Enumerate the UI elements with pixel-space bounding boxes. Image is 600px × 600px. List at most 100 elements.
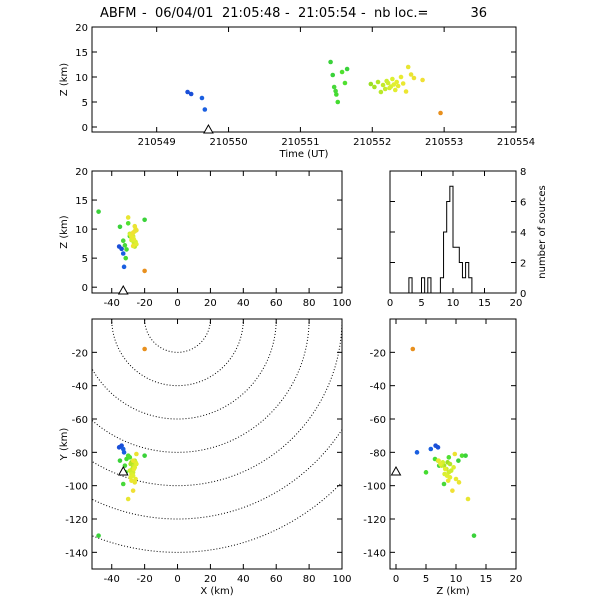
time_alt-ylabel: Z (km) [59, 63, 70, 96]
zy-ytick-label: -40 [370, 382, 386, 393]
title-count-value: 36 [470, 6, 487, 21]
xy-source-point [117, 458, 123, 463]
time_alt-source-point [385, 80, 391, 86]
time_alt-source-point [202, 107, 208, 112]
time_alt-source-point [390, 76, 395, 82]
time_alt-source-point [395, 83, 401, 89]
time_alt-source-point [342, 80, 348, 86]
xz-source-point [120, 251, 126, 256]
time_alt-source-point [331, 84, 337, 90]
time_alt-source-point [380, 82, 386, 88]
time_alt-source-point [335, 99, 341, 105]
zy-source-point [445, 478, 451, 483]
time_alt-source-point [392, 87, 398, 93]
time_alt-station-marker [203, 123, 214, 134]
xy-source-point [130, 488, 136, 493]
zy-ytick-label: -20 [370, 348, 386, 359]
xy-frame [91, 318, 343, 570]
zy-source-point [465, 496, 471, 502]
time_alt-xtick-label: 210550 [209, 137, 247, 148]
histogram-steps [390, 185, 516, 294]
xy-xtick-label: 20 [204, 574, 217, 585]
xz-source-point [130, 243, 136, 249]
zy-source-point [453, 476, 459, 482]
time_alt-xtick-label: 210552 [353, 137, 391, 148]
xy-ytick-label: -100 [65, 482, 88, 493]
xz-source-point [120, 238, 126, 244]
zy-ytick-label: -100 [363, 482, 386, 493]
xy-source-point [131, 466, 137, 472]
histogram-ytick-label: 6 [520, 198, 526, 209]
xz-source-point [132, 223, 138, 229]
time_alt-source-point [372, 84, 377, 90]
time_alt-ytick-label: 10 [75, 73, 88, 84]
xy-xtick-label: 80 [303, 574, 316, 585]
xy-station-marker [117, 465, 129, 476]
xy-source-point [142, 346, 147, 352]
xy-source-point [134, 451, 139, 457]
time_alt-source-point [408, 72, 414, 77]
histogram-ytick-label: 8 [520, 167, 526, 178]
time_alt-xtick-label: 210554 [497, 137, 535, 148]
range-ring [92, 319, 310, 453]
xy-xtick-label: -20 [136, 574, 152, 585]
zy-ytick-label: -140 [363, 548, 386, 559]
time_alt-source-point [394, 79, 400, 85]
histogram-xtick-label: 0 [387, 298, 393, 309]
xz-source-point [129, 234, 134, 239]
zy-panel: 0 5 10 15 20 -140 -120 -100 -80 -60 -40 -20 Z (km) [363, 318, 523, 597]
time_alt-ytick-label: 5 [82, 98, 88, 109]
xz-source-point [122, 243, 128, 248]
time_alt-ytick-label: 0 [82, 123, 88, 134]
xz-ytick-label: 20 [75, 167, 88, 178]
xy-source-point [130, 458, 136, 463]
time_alt-source-point [411, 75, 417, 81]
zy-xtick-label: 15 [480, 574, 493, 585]
xz-panel: -40 -20 0 20 40 60 80 100 0 5 10 15 20 Z (km) [59, 167, 352, 309]
title-count-label: nb loc.= [374, 6, 428, 21]
xy-source-point [120, 481, 126, 487]
xz-xtick-label: -20 [136, 298, 152, 309]
zy-xtick-label: 20 [510, 574, 523, 585]
range-ring [144, 319, 211, 353]
xy-panel: -40 -20 0 20 40 60 80 100 -140 -120 -100 -80 -60 -40 -… [59, 318, 352, 597]
zy-source-point [423, 470, 429, 475]
xy-source-point [121, 450, 127, 455]
zy-source-point [447, 461, 453, 467]
plot-panels: 210549 210550 210551 210552 210553 2105540510… [59, 23, 548, 597]
xy-ytick-label: -40 [72, 382, 88, 393]
xy-source-point [132, 480, 138, 485]
xy-ytick-label: -120 [65, 515, 88, 526]
zy-xtick-label: 5 [423, 574, 429, 585]
svg-text:-: - [142, 6, 147, 21]
time_alt-source-point [368, 81, 374, 87]
xz-source-point [142, 217, 147, 223]
time_alt-frame [91, 26, 517, 133]
xz-source-point [96, 209, 101, 214]
histogram-xtick-label: 20 [510, 298, 523, 309]
xz-ytick-label: 5 [82, 254, 88, 265]
range-ring [111, 319, 244, 387]
xz-xtick-label: -40 [104, 298, 120, 309]
histogram-xtick-label: 5 [418, 298, 424, 309]
title-prefix: ABFM [100, 6, 137, 21]
time_alt-xtick-label: 210549 [138, 137, 176, 148]
time_alt-xlabel: Time (UT) [279, 149, 329, 160]
xz-source-point [125, 215, 131, 220]
xz-source-point [130, 230, 136, 235]
histogram-ytick-label: 0 [520, 289, 526, 300]
zy-source-point [452, 451, 458, 457]
zy-source-point [451, 465, 456, 470]
xy-xtick-label: 60 [270, 574, 283, 585]
xz-station-marker [117, 284, 129, 295]
zy-source-point [414, 450, 420, 455]
xz-xtick-label: 100 [332, 298, 351, 309]
xz-ytick-label: 15 [75, 196, 88, 207]
zy-source-point [441, 481, 447, 487]
xy-source-point [142, 453, 147, 458]
time_alt-source-point [185, 89, 190, 95]
xy-xtick-label: 0 [174, 574, 180, 585]
histogram-xtick-label: 10 [447, 298, 460, 309]
title-date: 06/04/01 [155, 6, 213, 21]
xy-ytick-label: -80 [72, 448, 88, 459]
